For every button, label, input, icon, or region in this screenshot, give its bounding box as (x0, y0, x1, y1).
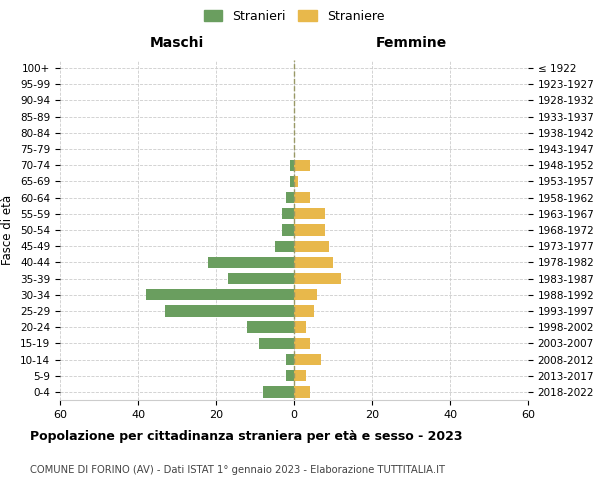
Bar (294, 192, 310, 203)
Bar (294, 256, 333, 268)
Bar (294, 240, 329, 252)
Bar (146, 289, 294, 300)
Legend: Stranieri, Straniere: Stranieri, Straniere (199, 5, 389, 28)
Bar (294, 160, 310, 171)
Bar (283, 208, 294, 220)
Bar (166, 306, 294, 316)
Bar (294, 176, 298, 187)
Text: Femmine: Femmine (376, 36, 446, 51)
Bar (294, 289, 317, 300)
Bar (290, 176, 294, 187)
Bar (275, 240, 294, 252)
Text: COMUNE DI FORINO (AV) - Dati ISTAT 1° gennaio 2023 - Elaborazione TUTTITALIA.IT: COMUNE DI FORINO (AV) - Dati ISTAT 1° ge… (30, 465, 445, 475)
Text: Maschi: Maschi (150, 36, 204, 51)
Bar (294, 322, 306, 333)
Bar (294, 306, 314, 316)
Bar (294, 208, 325, 220)
Bar (283, 224, 294, 235)
Bar (228, 273, 294, 284)
Bar (208, 256, 294, 268)
Bar (247, 322, 294, 333)
Bar (294, 224, 325, 235)
Bar (294, 370, 306, 382)
Text: Popolazione per cittadinanza straniera per età e sesso - 2023: Popolazione per cittadinanza straniera p… (30, 430, 463, 443)
Bar (290, 160, 294, 171)
Bar (294, 354, 322, 365)
Bar (286, 370, 294, 382)
Y-axis label: Fasce di età: Fasce di età (1, 195, 14, 265)
Bar (294, 338, 310, 349)
Bar (286, 354, 294, 365)
Bar (286, 192, 294, 203)
Bar (259, 338, 294, 349)
Bar (294, 273, 341, 284)
Bar (294, 386, 310, 398)
Bar (263, 386, 294, 398)
